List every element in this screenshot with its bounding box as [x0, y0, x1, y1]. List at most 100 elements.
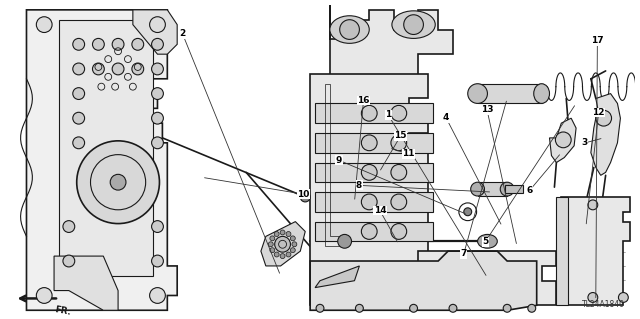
Bar	[315, 192, 433, 212]
Circle shape	[391, 165, 406, 180]
Circle shape	[556, 132, 571, 148]
Circle shape	[63, 255, 75, 267]
Circle shape	[588, 200, 598, 210]
Bar	[59, 20, 152, 276]
Polygon shape	[556, 197, 568, 305]
Circle shape	[132, 63, 144, 75]
Ellipse shape	[468, 84, 488, 103]
Circle shape	[280, 254, 285, 259]
Circle shape	[528, 304, 536, 312]
Bar	[315, 162, 433, 182]
Circle shape	[449, 304, 457, 312]
Circle shape	[112, 63, 124, 75]
Circle shape	[275, 236, 291, 252]
Circle shape	[286, 252, 291, 257]
Circle shape	[152, 38, 163, 50]
Circle shape	[150, 288, 165, 303]
Circle shape	[112, 38, 124, 50]
Circle shape	[362, 105, 377, 121]
Circle shape	[280, 230, 285, 235]
Text: TL24A1840: TL24A1840	[582, 300, 625, 309]
Circle shape	[268, 242, 273, 247]
Circle shape	[110, 174, 126, 190]
Polygon shape	[591, 93, 620, 175]
Polygon shape	[133, 10, 177, 54]
Circle shape	[274, 232, 279, 236]
Circle shape	[362, 165, 377, 180]
Circle shape	[292, 242, 297, 247]
Circle shape	[503, 304, 511, 312]
Circle shape	[470, 182, 484, 196]
Circle shape	[316, 304, 324, 312]
Circle shape	[63, 221, 75, 233]
Circle shape	[291, 236, 295, 241]
Text: 1: 1	[385, 110, 391, 119]
Circle shape	[410, 304, 417, 312]
Circle shape	[270, 236, 275, 241]
Circle shape	[588, 293, 598, 302]
Bar	[315, 103, 433, 123]
Circle shape	[500, 182, 514, 196]
Circle shape	[150, 17, 165, 33]
Circle shape	[36, 288, 52, 303]
Circle shape	[73, 88, 84, 100]
Circle shape	[338, 234, 351, 248]
Circle shape	[152, 255, 163, 267]
Text: 3: 3	[582, 138, 588, 147]
Ellipse shape	[392, 11, 435, 38]
Bar	[315, 222, 433, 241]
Circle shape	[152, 137, 163, 149]
Circle shape	[404, 15, 424, 34]
Circle shape	[300, 192, 310, 202]
Circle shape	[92, 63, 104, 75]
Circle shape	[274, 252, 279, 257]
Circle shape	[596, 110, 612, 126]
Bar	[505, 185, 523, 193]
Circle shape	[340, 20, 360, 40]
Polygon shape	[26, 10, 177, 310]
Circle shape	[362, 135, 377, 151]
Circle shape	[152, 112, 163, 124]
Text: 17: 17	[591, 36, 604, 45]
Circle shape	[73, 137, 84, 149]
Ellipse shape	[477, 234, 497, 248]
Text: 8: 8	[356, 181, 362, 190]
Circle shape	[391, 194, 406, 210]
Text: 16: 16	[357, 96, 370, 105]
Circle shape	[618, 293, 628, 302]
Circle shape	[270, 248, 275, 253]
Text: 13: 13	[481, 106, 493, 115]
Bar	[477, 182, 507, 196]
Circle shape	[152, 88, 163, 100]
Text: 2: 2	[179, 29, 186, 38]
Text: 15: 15	[394, 131, 407, 140]
Text: 10: 10	[298, 190, 310, 199]
Circle shape	[291, 248, 295, 253]
Polygon shape	[54, 256, 118, 310]
Circle shape	[152, 221, 163, 233]
Polygon shape	[310, 74, 428, 305]
Text: 6: 6	[527, 186, 533, 195]
Circle shape	[355, 304, 364, 312]
Ellipse shape	[330, 16, 369, 43]
Circle shape	[391, 105, 406, 121]
Text: 14: 14	[374, 206, 386, 215]
Polygon shape	[561, 197, 630, 305]
Text: 12: 12	[593, 108, 605, 117]
Circle shape	[286, 232, 291, 236]
Circle shape	[391, 135, 406, 151]
Circle shape	[77, 141, 159, 224]
Polygon shape	[550, 118, 576, 162]
Bar	[315, 133, 433, 153]
Circle shape	[362, 194, 377, 210]
Text: 9: 9	[336, 156, 342, 165]
Ellipse shape	[534, 84, 550, 103]
Text: FR.: FR.	[54, 305, 72, 317]
Text: 4: 4	[443, 113, 449, 122]
Circle shape	[73, 38, 84, 50]
Text: 5: 5	[482, 237, 488, 247]
Circle shape	[391, 224, 406, 239]
Text: 7: 7	[461, 249, 467, 258]
Polygon shape	[419, 251, 556, 305]
Circle shape	[152, 63, 163, 75]
